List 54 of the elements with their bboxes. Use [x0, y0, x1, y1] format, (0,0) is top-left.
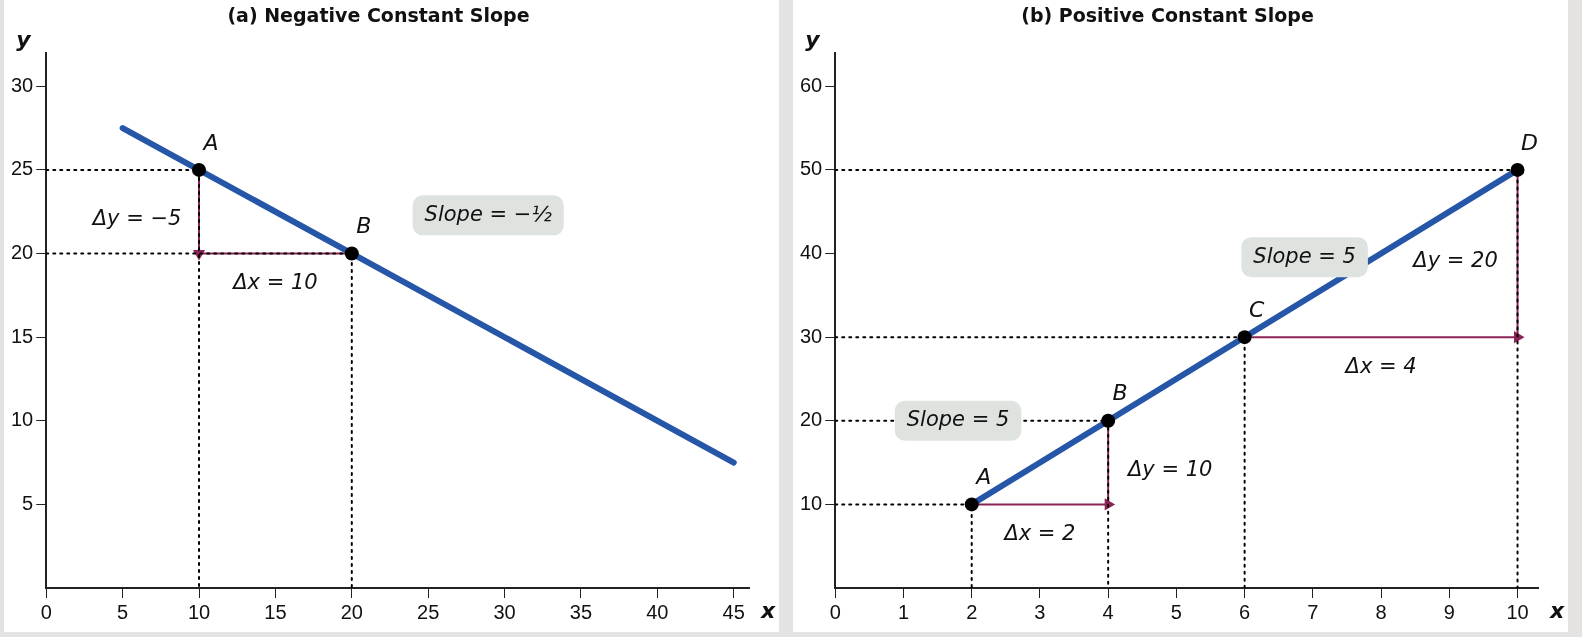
x-tick-label: 5: [117, 600, 129, 623]
x-tick-label: 15: [264, 600, 287, 623]
chart-title: (a) Negative Constant Slope: [227, 4, 530, 27]
x-tick-label: 1: [897, 600, 910, 623]
annotation: Slope = 5: [906, 407, 1010, 432]
annotation: Slope = −½: [424, 201, 552, 226]
annotation: Slope = 5: [1253, 243, 1356, 268]
annotation: Δx = 4: [1343, 353, 1417, 378]
data-label: B: [1112, 380, 1128, 406]
y-tick-label: 10: [11, 408, 34, 431]
y-tick-label: 50: [800, 157, 823, 180]
x-tick-label: 40: [646, 600, 669, 623]
x-tick-label: 0: [40, 600, 52, 623]
y-tick-label: 10: [800, 491, 823, 514]
annotation: Δy = 10: [1125, 457, 1213, 482]
x-tick-label: 8: [1375, 600, 1387, 623]
x-tick-label: 30: [493, 600, 516, 623]
y-tick-label: 20: [11, 241, 34, 264]
y-axis-title: y: [16, 26, 33, 52]
x-tick-label: 7: [1307, 600, 1319, 623]
x-tick-label: 4: [1102, 600, 1114, 623]
x-tick-label: 20: [340, 600, 363, 623]
x-tick-label: 25: [417, 600, 440, 623]
x-tick-label: 10: [187, 600, 211, 623]
y-tick-label: 60: [800, 73, 823, 96]
x-axis-title: x: [760, 597, 776, 623]
data-label: B: [356, 213, 372, 239]
y-axis-title: y: [805, 26, 822, 52]
data-label: A: [201, 129, 219, 155]
y-tick-label: 30: [11, 73, 34, 96]
x-tick-label: 10: [1506, 600, 1529, 623]
x-tick-label: 9: [1443, 600, 1455, 623]
y-tick-label: 15: [11, 324, 34, 347]
x-tick-label: 45: [722, 600, 745, 623]
y-tick-label: 25: [11, 157, 34, 180]
annotation: Δy = −5: [90, 206, 182, 231]
x-axis-title: x: [1549, 597, 1565, 623]
y-tick-label: 5: [22, 491, 34, 514]
x-tick-label: 2: [966, 600, 978, 623]
y-tick-label: 30: [800, 324, 823, 347]
data-label: D: [1521, 129, 1539, 155]
data-label: C: [1248, 296, 1265, 322]
y-tick-label: 20: [800, 408, 823, 431]
x-tick-label: 3: [1034, 600, 1046, 623]
annotation: Δx = 2: [1002, 520, 1076, 545]
annotation: Δx = 10: [231, 269, 318, 294]
chart-title: (b) Positive Constant Slope: [1021, 4, 1314, 27]
x-tick-label: 5: [1170, 600, 1182, 623]
data-label: A: [974, 464, 992, 490]
annotation: Δy = 20: [1411, 247, 1498, 272]
x-tick-label: 6: [1239, 600, 1251, 623]
x-tick-label: 35: [569, 600, 593, 623]
y-tick-label: 40: [800, 241, 823, 264]
x-tick-label: 0: [829, 600, 841, 623]
